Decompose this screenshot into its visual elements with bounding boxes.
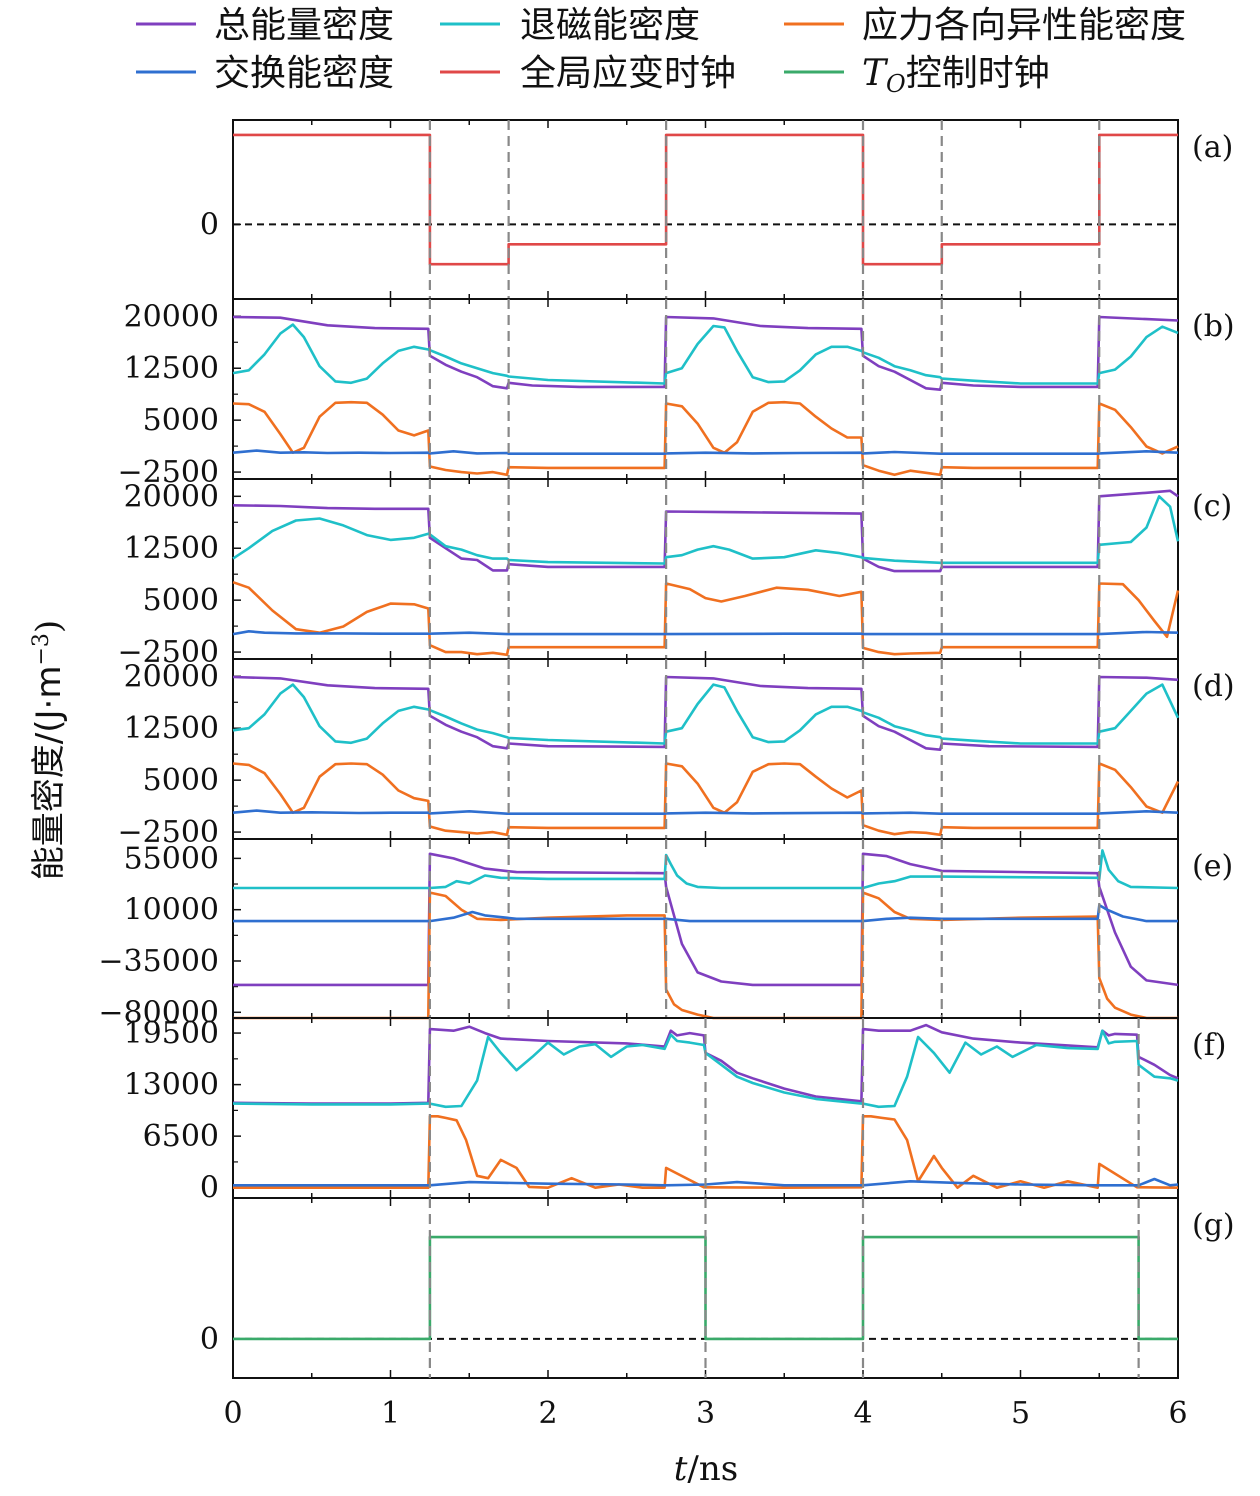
y-tick-label: 12500 — [124, 711, 219, 746]
series-line-1 — [232, 683, 1180, 745]
y-tick-label: 12500 — [124, 531, 219, 566]
legend-label: 全局应变时钟 — [520, 53, 736, 94]
legend-label: 交换能密度 — [214, 53, 394, 94]
series-line-1 — [232, 323, 1179, 385]
series-line-0 — [232, 315, 1179, 392]
panel-label: (e) — [1192, 849, 1233, 884]
y-tick-label: −2500 — [118, 455, 219, 490]
y-tick-label: 55000 — [124, 841, 219, 876]
y-tick-label: −2500 — [118, 815, 219, 850]
y-axis-title-sup: −3 — [29, 633, 54, 665]
panel-label: (a) — [1192, 130, 1233, 165]
series-line-3 — [232, 809, 1179, 816]
legend-item-stress-anisotropy: 应力各向异性能密度 — [784, 5, 1186, 46]
series-line-2 — [232, 762, 1180, 837]
y-tick-label: 20000 — [124, 479, 219, 514]
y-tick-label: 19500 — [124, 1016, 219, 1051]
panel-f: 19500 13000 6500 0 (f) — [124, 1016, 1227, 1206]
x-axis-title: t/ns — [674, 1449, 738, 1489]
series-line-2 — [232, 580, 1180, 657]
y-axis-title-main: 能量密度/(J·m — [29, 666, 69, 881]
series-line-0 — [232, 489, 1179, 573]
panel-label: (c) — [1192, 489, 1232, 524]
legend-item-total-energy: 总能量密度 — [136, 5, 394, 46]
panel-e: 55000 10000 −35000 −80000 (e) — [98, 838, 1233, 1030]
y-axis-title: 能量密度/(J·m−3) — [29, 620, 69, 880]
y-tick-label: 13000 — [124, 1068, 219, 1103]
series-line-0 — [232, 675, 1179, 752]
legend: 总能量密度 退磁能密度 应力各向异性能密度 交换能密度 全局应变时钟 TO控制时… — [136, 5, 1186, 98]
y-tick-label: 5000 — [143, 403, 219, 438]
panel-g: 0 (g) — [200, 1197, 1235, 1379]
panel-b: 20000 12500 5000 −2500 (b) — [118, 298, 1235, 490]
panel-c: 20000 12500 5000 −2500 (c) — [118, 478, 1232, 670]
legend-label-subscript: O — [886, 70, 906, 98]
series-line-0 — [232, 1023, 1179, 1105]
panel-label: (g) — [1192, 1208, 1235, 1243]
y-tick-label: 6500 — [143, 1119, 219, 1154]
series-line-1 — [232, 1029, 1179, 1109]
legend-label: 退磁能密度 — [520, 5, 700, 46]
legend-item-global-strain-clock: 全局应变时钟 — [440, 53, 736, 94]
y-axis-title-close: ) — [29, 620, 69, 633]
x-tick-label: 5 — [1011, 1396, 1030, 1431]
panel-label: (d) — [1192, 669, 1235, 704]
x-axis-title-rest: /ns — [687, 1449, 738, 1489]
series-line-0 — [233, 133, 1178, 266]
y-tick-label: 0 — [200, 1171, 219, 1206]
legend-item-exchange-energy: 交换能密度 — [136, 53, 394, 94]
panel-frame — [232, 838, 1179, 1019]
y-tick-label: 5000 — [143, 583, 219, 618]
legend-item-to-control-clock: TO控制时钟 — [784, 53, 1050, 98]
x-tick-label: 0 — [223, 1396, 242, 1431]
y-tick-label: −2500 — [118, 635, 219, 670]
y-tick-label: 5000 — [143, 763, 219, 798]
series-line-2 — [233, 891, 1178, 1020]
y-tick-label: 0 — [200, 1322, 219, 1357]
y-tick-label: 10000 — [124, 893, 219, 928]
series-line-1 — [233, 849, 1179, 890]
series-line-3 — [233, 903, 1178, 923]
series-line-2 — [232, 400, 1179, 477]
panels: 0 (a) 20000 12500 5000 −2500 (b) 20000 12500 5000… — [98, 119, 1235, 1379]
series-line-3 — [232, 629, 1179, 636]
x-tick-label: 6 — [1168, 1396, 1187, 1431]
x-axis-title-italic: t — [674, 1449, 688, 1489]
panel-a: 0 (a) — [200, 119, 1233, 300]
y-tick-label: −35000 — [98, 944, 219, 979]
legend-item-demag-energy: 退磁能密度 — [440, 5, 700, 46]
x-tick-label: 3 — [696, 1396, 715, 1431]
panel-frame — [232, 119, 1179, 300]
x-tick-label: 4 — [853, 1396, 872, 1431]
legend-label-rest: 控制时钟 — [906, 53, 1050, 94]
y-tick-label: 12500 — [124, 351, 219, 386]
series-line-3 — [232, 449, 1179, 456]
panel-d: 20000 12500 5000 −2500 (d) — [118, 658, 1235, 850]
y-tick-label: 20000 — [124, 299, 219, 334]
legend-label-italic: T — [862, 53, 889, 94]
panel-frame — [232, 478, 1179, 660]
series-line-0 — [233, 852, 1179, 987]
y-tick-label: 20000 — [124, 659, 219, 694]
x-axis: 0 1 2 3 4 5 6 — [223, 1396, 1187, 1431]
panel-label: (b) — [1192, 309, 1235, 344]
legend-label: 应力各向异性能密度 — [862, 5, 1186, 46]
y-tick-label: 0 — [200, 207, 219, 242]
series-line-1 — [232, 494, 1180, 565]
y-tick-label: −80000 — [98, 995, 219, 1030]
panel-label: (f) — [1192, 1028, 1227, 1063]
x-tick-label: 1 — [381, 1396, 400, 1431]
x-tick-label: 2 — [538, 1396, 557, 1431]
legend-label: TO控制时钟 — [862, 53, 1050, 98]
legend-label: 总能量密度 — [214, 5, 394, 46]
